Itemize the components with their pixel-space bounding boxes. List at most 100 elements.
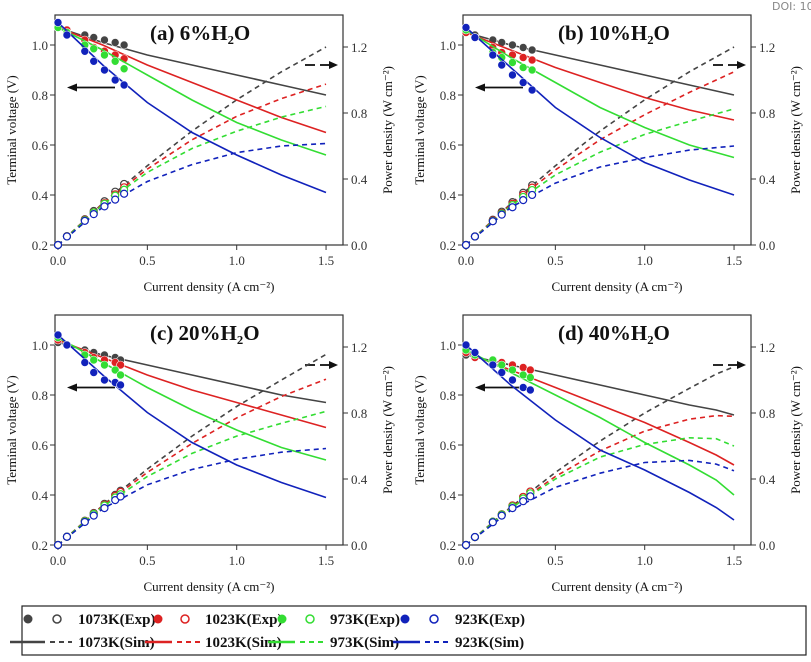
voltage-exp-point-1023K <box>116 360 125 370</box>
y2-tick-label: 0.8 <box>759 106 775 121</box>
voltage-exp-point-923K <box>518 383 528 392</box>
y-tick-label: 0.8 <box>32 388 48 403</box>
voltage-exp-point-923K <box>119 80 129 90</box>
power-sim-line-973K <box>465 436 735 546</box>
arrowhead <box>329 361 338 369</box>
voltage-exp-point-923K <box>100 375 109 385</box>
legend-exp-open-marker-1023K <box>180 614 190 624</box>
power-sim-line-923K <box>57 447 327 546</box>
power-exp-point-923K <box>519 497 528 506</box>
x-tick-label: 0.0 <box>50 553 66 568</box>
y-tick-label: 0.4 <box>32 188 49 203</box>
voltage-exp-point-1073K <box>518 43 528 52</box>
voltage-exp-point-923K <box>80 358 90 367</box>
voltage-exp-point-1073K <box>527 45 537 55</box>
legend-exp-filled-marker-1023K <box>153 614 163 624</box>
voltage-exp-point-973K <box>508 58 517 67</box>
x-tick-label: 1.0 <box>637 253 653 268</box>
legend-exp-filled-marker-973K <box>277 614 287 624</box>
x-tick-label: 1.0 <box>229 553 245 568</box>
legend-sim-label-1023K: 1023K(Sim) <box>205 635 282 651</box>
y-tick-label: 1.0 <box>440 38 456 53</box>
legend-exp-label-973K: 973K(Exp) <box>330 612 400 628</box>
y2-tick-label: 0.4 <box>759 472 776 487</box>
voltage-exp-point-973K <box>508 365 517 375</box>
power-sim-line-923K <box>57 142 327 246</box>
power-exp-point-923K <box>488 518 497 527</box>
arrowhead <box>329 61 338 69</box>
voltage-exp-point-923K <box>470 348 480 357</box>
voltage-sim-line-1073K <box>465 354 735 416</box>
voltage-exp-point-1073K <box>110 38 120 47</box>
legend-sim-label-1073K: 1073K(Sim) <box>78 635 155 651</box>
voltage-sim-line-923K <box>57 21 327 194</box>
y-tick-label: 0.2 <box>32 538 48 553</box>
y-tick-label: 0.8 <box>440 88 456 103</box>
y2-tick-label: 0.0 <box>759 538 775 553</box>
voltage-exp-point-923K <box>62 30 72 40</box>
power-exp-point-923K <box>62 532 72 541</box>
panel-a: 0.0 0.5 1.0 1.5 0.2 0.4 0.6 0.8 1.0 0.0 0.4 0.8 1.2 C… <box>4 14 395 294</box>
x-tick-label: 1.0 <box>637 553 653 568</box>
y2-axis-label: Power density (W cm⁻²) <box>788 366 803 494</box>
y-axis-label: Terminal voltage (V) <box>412 75 427 185</box>
panel-b: 0.0 0.5 1.0 1.5 0.2 0.4 0.6 0.8 1.0 0.0 0.4 0.8 1.2 C… <box>412 14 803 294</box>
y-tick-label: 0.4 <box>32 488 49 503</box>
legend: 1073K(Exp) 1073K(Sim) 1023K(Exp) 1023K(Sim)… <box>10 605 807 656</box>
plot-frame <box>54 14 344 246</box>
legend-exp-label-923K: 923K(Exp) <box>455 612 525 628</box>
voltage-exp-point-923K <box>461 23 471 32</box>
power-sim-line-973K <box>57 105 327 246</box>
voltage-sim-line-1023K <box>465 351 735 466</box>
voltage-exp-point-973K <box>518 370 528 380</box>
doi-text: DOI: 10.10 <box>772 0 811 13</box>
power-exp-point-923K <box>89 210 98 219</box>
power-sim-line-1073K <box>465 46 735 246</box>
y-tick-label: 0.2 <box>440 238 456 253</box>
power-exp-point-923K <box>80 517 89 527</box>
voltage-sim-line-973K <box>465 349 735 496</box>
y-tick-label: 0.6 <box>32 438 49 453</box>
plot-frame <box>54 314 344 546</box>
x-axis-label: Current density (A cm⁻²) <box>144 279 275 294</box>
panel-title: (a) 6%H₂O <box>150 21 250 45</box>
voltage-exp-point-923K <box>110 75 120 85</box>
y-axis-label: Terminal voltage (V) <box>4 375 19 485</box>
arrowhead <box>737 61 746 69</box>
voltage-exp-point-973K <box>100 50 109 60</box>
x-tick-label: 1.5 <box>726 253 742 268</box>
y2-axis-label: Power density (W cm⁻²) <box>380 366 395 494</box>
power-exp-point-923K <box>120 189 129 198</box>
voltage-exp-point-923K <box>53 330 63 340</box>
y-tick-label: 0.2 <box>440 538 456 553</box>
voltage-sim-line-923K <box>465 344 735 521</box>
power-exp-point-923K <box>461 540 471 550</box>
y2-tick-label: 0.8 <box>351 106 367 121</box>
power-exp-point-923K <box>519 196 528 205</box>
x-tick-label: 1.5 <box>318 553 334 568</box>
legend-exp-label-1073K: 1073K(Exp) <box>78 612 156 628</box>
power-sim-line-1073K <box>465 366 735 546</box>
y-tick-label: 0.4 <box>440 188 457 203</box>
y2-tick-label: 1.2 <box>759 40 775 55</box>
power-exp-point-923K <box>470 232 480 241</box>
power-exp-point-923K <box>470 532 480 542</box>
power-exp-point-923K <box>100 202 109 211</box>
x-tick-label: 1.5 <box>726 553 742 568</box>
y2-tick-label: 0.0 <box>351 538 367 553</box>
voltage-exp-point-1023K <box>518 363 528 372</box>
voltage-exp-point-1023K <box>526 365 535 375</box>
arrowhead <box>475 383 485 392</box>
x-tick-label: 0.0 <box>458 553 474 568</box>
arrowhead <box>67 383 77 392</box>
power-sim-line-973K <box>57 410 327 546</box>
voltage-exp-point-923K <box>89 368 99 377</box>
voltage-exp-point-923K <box>461 340 471 350</box>
power-exp-point-923K <box>53 240 63 250</box>
panel-title: (c) 20%H₂O <box>150 321 260 345</box>
power-exp-point-923K <box>116 492 125 501</box>
x-tick-label: 1.0 <box>229 253 245 268</box>
voltage-exp-point-923K <box>100 65 109 75</box>
y2-tick-label: 0.4 <box>351 472 368 487</box>
x-tick-label: 0.5 <box>139 553 155 568</box>
